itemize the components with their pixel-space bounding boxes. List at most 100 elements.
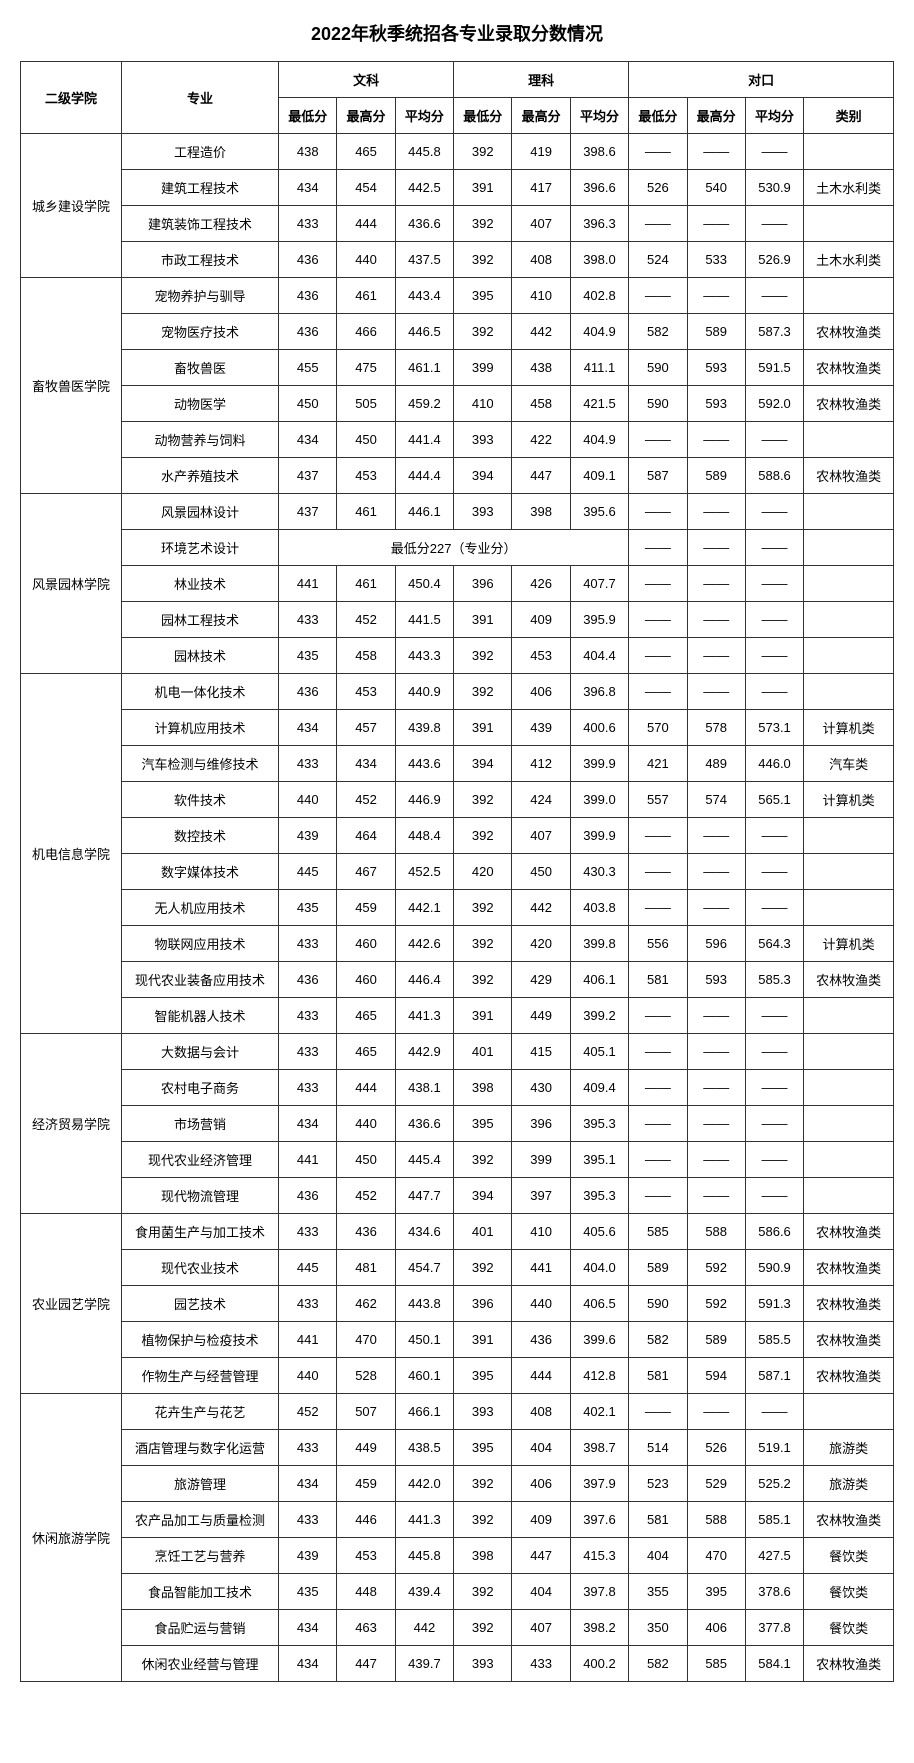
major-cell: 工程造价 bbox=[121, 134, 278, 170]
value-cell: 530.9 bbox=[745, 170, 803, 206]
table-row: 软件技术440452446.9392424399.0557574565.1计算机… bbox=[21, 782, 894, 818]
category-cell: 农林牧渔类 bbox=[804, 1250, 894, 1286]
value-cell: 433 bbox=[512, 1646, 570, 1682]
major-cell: 林业技术 bbox=[121, 566, 278, 602]
value-cell: —— bbox=[629, 1178, 687, 1214]
value-cell: 443.6 bbox=[395, 746, 453, 782]
value-cell: 392 bbox=[454, 242, 512, 278]
value-cell: 460.1 bbox=[395, 1358, 453, 1394]
value-cell: 401 bbox=[454, 1214, 512, 1250]
value-cell: 397.9 bbox=[570, 1466, 628, 1502]
value-cell: 481 bbox=[337, 1250, 395, 1286]
category-cell bbox=[804, 494, 894, 530]
table-row: 数字媒体技术445467452.5420450430.3—————— bbox=[21, 854, 894, 890]
table-row: 建筑装饰工程技术433444436.6392407396.3—————— bbox=[21, 206, 894, 242]
category-cell bbox=[804, 638, 894, 674]
value-cell: 460 bbox=[337, 926, 395, 962]
table-row: 食品贮运与营销434463442392407398.2350406377.8餐饮… bbox=[21, 1610, 894, 1646]
major-cell: 数控技术 bbox=[121, 818, 278, 854]
value-cell: 400.6 bbox=[570, 710, 628, 746]
value-cell: —— bbox=[687, 1034, 745, 1070]
value-cell: —— bbox=[629, 422, 687, 458]
th-l-min: 最低分 bbox=[279, 98, 337, 134]
value-cell: 587 bbox=[629, 458, 687, 494]
major-cell: 宠物养护与驯导 bbox=[121, 278, 278, 314]
value-cell: 436 bbox=[279, 674, 337, 710]
value-cell: 459 bbox=[337, 1466, 395, 1502]
category-cell: 农林牧渔类 bbox=[804, 1286, 894, 1322]
value-cell: 444 bbox=[337, 1070, 395, 1106]
scores-table: 二级学院 专业 文科 理科 对口 最低分 最高分 平均分 最低分 最高分 平均分… bbox=[20, 61, 894, 1682]
value-cell: 525.2 bbox=[745, 1466, 803, 1502]
value-cell: 404.0 bbox=[570, 1250, 628, 1286]
value-cell: 587.3 bbox=[745, 314, 803, 350]
value-cell: 592 bbox=[687, 1286, 745, 1322]
value-cell: 395.3 bbox=[570, 1178, 628, 1214]
table-row: 植物保护与检疫技术441470450.1391436399.6582589585… bbox=[21, 1322, 894, 1358]
value-cell: 433 bbox=[279, 206, 337, 242]
value-cell: 402.1 bbox=[570, 1394, 628, 1430]
category-cell: 旅游类 bbox=[804, 1466, 894, 1502]
value-cell: 589 bbox=[687, 1322, 745, 1358]
value-cell: 594 bbox=[687, 1358, 745, 1394]
value-cell: 556 bbox=[629, 926, 687, 962]
value-cell: 489 bbox=[687, 746, 745, 782]
major-cell: 旅游管理 bbox=[121, 1466, 278, 1502]
value-cell: 396.8 bbox=[570, 674, 628, 710]
value-cell: 436 bbox=[279, 1178, 337, 1214]
value-cell: 401 bbox=[454, 1034, 512, 1070]
value-cell: —— bbox=[687, 602, 745, 638]
value-cell: —— bbox=[687, 1394, 745, 1430]
category-cell: 农林牧渔类 bbox=[804, 1502, 894, 1538]
table-row: 水产养殖技术437453444.4394447409.1587589588.6农… bbox=[21, 458, 894, 494]
value-cell: 399.8 bbox=[570, 926, 628, 962]
value-cell: 461 bbox=[337, 278, 395, 314]
value-cell: 585 bbox=[629, 1214, 687, 1250]
value-cell: —— bbox=[687, 530, 745, 566]
value-cell: 581 bbox=[629, 962, 687, 998]
value-cell: 589 bbox=[687, 458, 745, 494]
value-cell: 395 bbox=[454, 1430, 512, 1466]
value-cell: 450 bbox=[279, 386, 337, 422]
value-cell: —— bbox=[745, 134, 803, 170]
category-cell: 农林牧渔类 bbox=[804, 458, 894, 494]
value-cell: —— bbox=[687, 890, 745, 926]
category-cell: 土木水利类 bbox=[804, 242, 894, 278]
value-cell: —— bbox=[629, 818, 687, 854]
value-cell: 435 bbox=[279, 1574, 337, 1610]
major-cell: 食用菌生产与加工技术 bbox=[121, 1214, 278, 1250]
value-cell: 397.6 bbox=[570, 1502, 628, 1538]
value-cell: 470 bbox=[337, 1322, 395, 1358]
value-cell: 433 bbox=[279, 602, 337, 638]
value-cell: 407 bbox=[512, 206, 570, 242]
value-cell: 447 bbox=[512, 1538, 570, 1574]
value-cell: 444 bbox=[512, 1358, 570, 1394]
value-cell: 396.6 bbox=[570, 170, 628, 206]
value-cell: 440 bbox=[279, 782, 337, 818]
value-cell: 409 bbox=[512, 602, 570, 638]
value-cell: 404 bbox=[512, 1574, 570, 1610]
value-cell: 439.8 bbox=[395, 710, 453, 746]
table-row: 畜牧兽医455475461.1399438411.1590593591.5农林牧… bbox=[21, 350, 894, 386]
value-cell: 392 bbox=[454, 1142, 512, 1178]
value-cell: 355 bbox=[629, 1574, 687, 1610]
value-cell: 377.8 bbox=[745, 1610, 803, 1646]
value-cell: 528 bbox=[337, 1358, 395, 1394]
value-cell: —— bbox=[745, 674, 803, 710]
value-cell: 398 bbox=[454, 1070, 512, 1106]
category-cell: 餐饮类 bbox=[804, 1610, 894, 1646]
major-cell: 动物营养与饲料 bbox=[121, 422, 278, 458]
value-cell: —— bbox=[745, 530, 803, 566]
value-cell: 529 bbox=[687, 1466, 745, 1502]
table-row: 畜牧兽医学院宠物养护与驯导436461443.4395410402.8—————… bbox=[21, 278, 894, 314]
value-cell: 405.1 bbox=[570, 1034, 628, 1070]
table-row: 汽车检测与维修技术433434443.6394412399.9421489446… bbox=[21, 746, 894, 782]
category-cell bbox=[804, 1106, 894, 1142]
value-cell: 393 bbox=[454, 422, 512, 458]
value-cell: 433 bbox=[279, 1034, 337, 1070]
value-cell: 435 bbox=[279, 638, 337, 674]
value-cell: 448 bbox=[337, 1574, 395, 1610]
table-row: 环境艺术设计最低分227（专业分）—————— bbox=[21, 530, 894, 566]
value-cell: —— bbox=[745, 1142, 803, 1178]
value-cell: —— bbox=[629, 530, 687, 566]
